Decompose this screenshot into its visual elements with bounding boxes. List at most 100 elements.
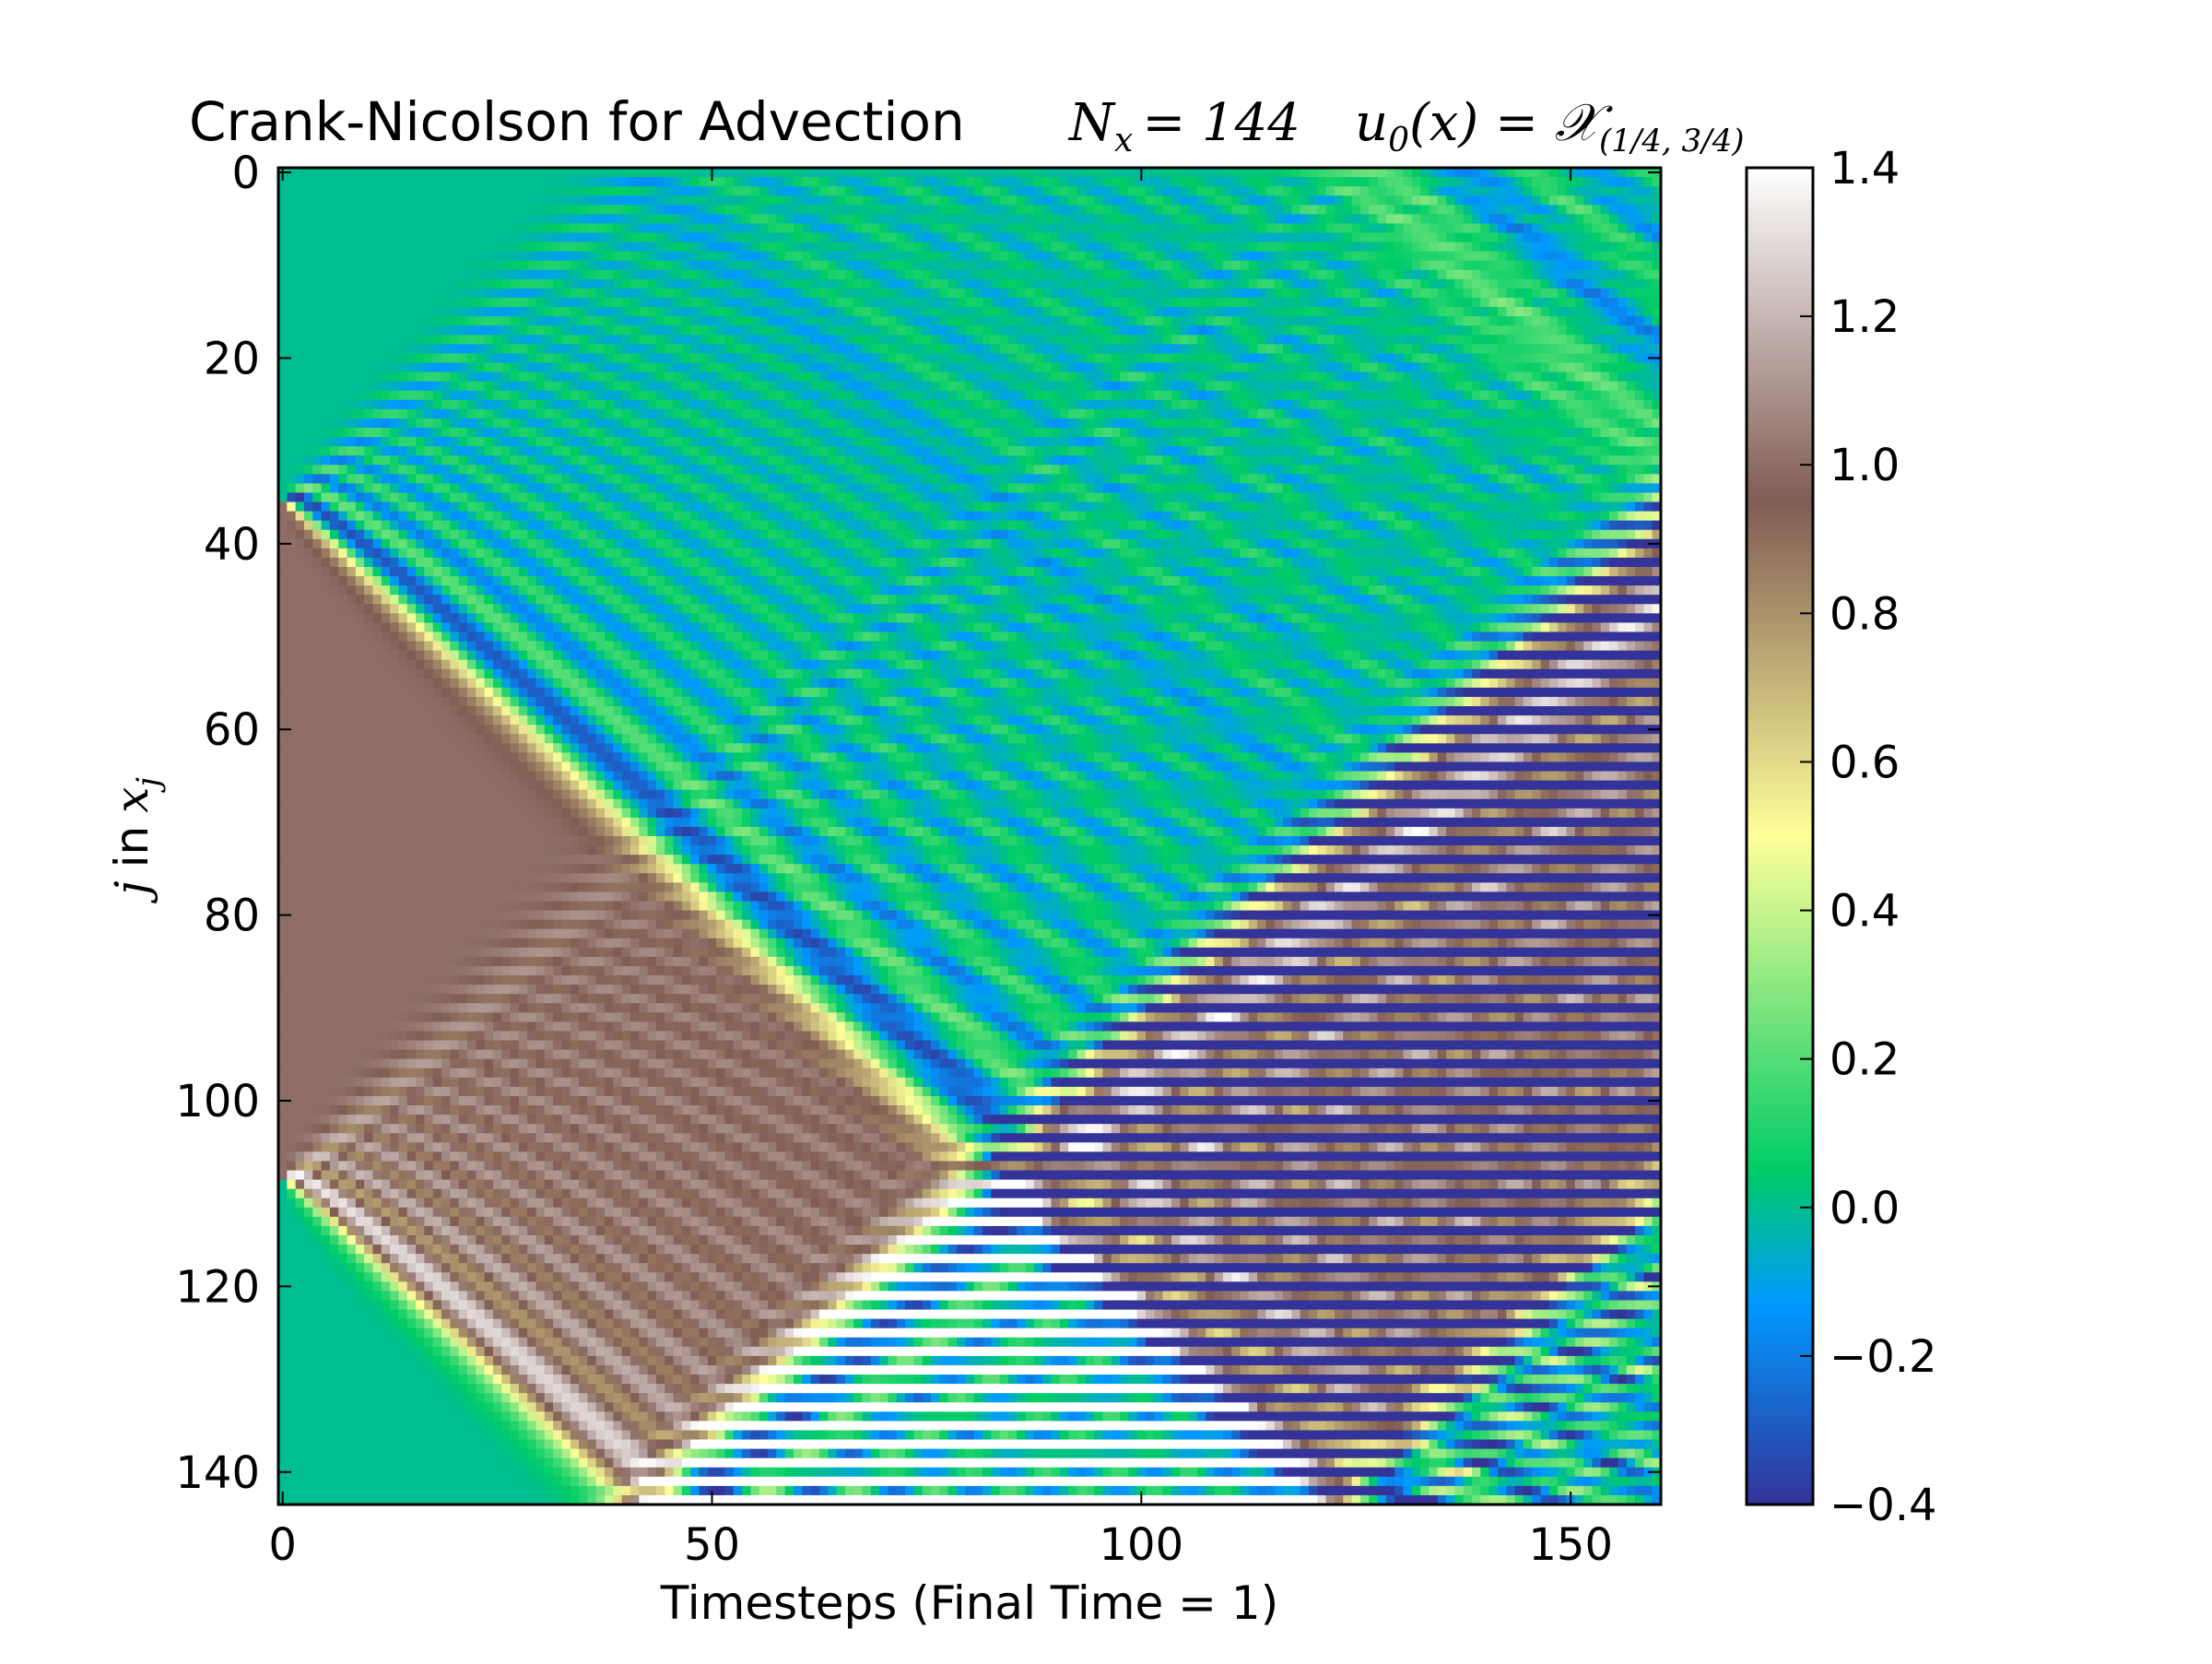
heatmap-cell — [466, 1161, 477, 1172]
heatmap-cell — [312, 1161, 323, 1172]
heatmap-cell — [432, 1355, 442, 1366]
heatmap-cell — [321, 1384, 331, 1394]
heatmap-cell — [416, 965, 425, 976]
heatmap-cell — [381, 761, 391, 773]
heatmap-cell — [476, 817, 486, 828]
heatmap-cell — [476, 232, 486, 243]
heatmap-cell — [278, 1115, 288, 1125]
heatmap-cell — [406, 715, 417, 726]
heatmap-cell — [535, 427, 546, 438]
heatmap-cell — [553, 1179, 563, 1190]
heatmap-cell — [501, 780, 512, 791]
heatmap-cell — [466, 882, 477, 893]
heatmap-cell — [492, 455, 502, 466]
heatmap-cell — [501, 1337, 512, 1348]
heatmap-cell — [321, 659, 331, 670]
heatmap-cell — [518, 344, 528, 354]
heatmap-cell — [295, 1328, 305, 1339]
heatmap-cell — [466, 1439, 477, 1450]
heatmap-cell — [553, 1263, 563, 1273]
heatmap-cell — [355, 511, 365, 522]
heatmap-cell — [527, 604, 537, 614]
heatmap-cell — [278, 492, 288, 503]
heatmap-cell — [355, 855, 365, 865]
heatmap-cell — [295, 1430, 305, 1441]
heatmap-cell — [381, 335, 391, 345]
heatmap-cell — [381, 1012, 391, 1022]
heatmap-cell — [466, 985, 477, 995]
heatmap-cell — [406, 465, 417, 475]
heatmap-cell — [527, 585, 537, 596]
heatmap-cell — [347, 808, 357, 819]
heatmap-cell — [570, 659, 580, 670]
heatmap-cell — [321, 1318, 331, 1329]
heatmap-cell — [570, 817, 580, 828]
heatmap-cell — [390, 353, 400, 364]
heatmap-cell — [321, 845, 331, 856]
heatmap-cell — [398, 205, 408, 215]
heatmap-cell — [278, 511, 288, 522]
heatmap-cell — [398, 353, 408, 364]
heatmap-cell — [406, 1234, 417, 1245]
heatmap-cell — [553, 1364, 563, 1375]
heatmap-cell — [303, 1467, 313, 1478]
heatmap-cell — [347, 985, 357, 995]
heatmap-cell — [432, 1328, 442, 1339]
heatmap-cell — [295, 836, 305, 846]
heatmap-cell — [355, 483, 365, 494]
heatmap-cell — [561, 734, 571, 744]
heatmap-cell — [484, 1245, 494, 1255]
heatmap-cell — [466, 1207, 477, 1218]
heatmap-cell — [561, 437, 571, 447]
heatmap-cell — [441, 1457, 451, 1469]
heatmap-cell — [535, 1049, 546, 1060]
heatmap-cell — [364, 771, 374, 782]
heatmap-cell — [406, 743, 417, 753]
heatmap-cell — [484, 595, 494, 605]
heatmap-cell — [329, 1494, 339, 1505]
heatmap-cell — [561, 1151, 571, 1162]
heatmap-cell — [476, 985, 486, 995]
heatmap-cell — [441, 1272, 451, 1282]
heatmap-cell — [381, 557, 391, 568]
heatmap-cell — [544, 604, 554, 614]
heatmap-cell — [476, 1216, 486, 1227]
heatmap-cell — [466, 251, 477, 262]
heatmap-cell — [381, 798, 391, 809]
heatmap-cell — [338, 1040, 348, 1051]
heatmap-cell — [492, 798, 502, 809]
heatmap-cell — [406, 1151, 417, 1162]
heatmap-cell — [398, 604, 408, 614]
heatmap-cell — [484, 437, 494, 447]
heatmap-cell — [424, 1448, 434, 1459]
heatmap-cell — [364, 1328, 374, 1339]
heatmap-cell — [372, 1421, 382, 1432]
heatmap-cell — [527, 1485, 537, 1496]
heatmap-cell — [398, 975, 408, 985]
heatmap-cell — [484, 696, 494, 707]
heatmap-cell — [295, 576, 305, 586]
heatmap-cell — [406, 269, 417, 280]
heatmap-cell — [303, 1300, 313, 1311]
heatmap-cell — [450, 1170, 460, 1181]
heatmap-cell — [416, 938, 425, 949]
heatmap-cell — [390, 668, 400, 679]
heatmap-cell — [347, 502, 357, 513]
heatmap-cell — [466, 1411, 477, 1422]
heatmap-cell — [329, 725, 339, 735]
heatmap-cell — [527, 325, 537, 336]
heatmap-cell — [535, 260, 546, 271]
heatmap-cell — [458, 205, 468, 215]
heatmap-cell — [364, 1031, 374, 1042]
heatmap-cell — [303, 1393, 313, 1403]
heatmap-cell — [544, 465, 554, 475]
heatmap-cell — [338, 307, 348, 317]
heatmap-cell — [416, 1012, 425, 1022]
heatmap-cell — [527, 242, 537, 253]
heatmap-cell — [312, 678, 323, 689]
heatmap-cell — [287, 1291, 297, 1302]
heatmap-cell — [381, 278, 391, 289]
heatmap-cell — [287, 1003, 297, 1013]
heatmap-cell — [518, 817, 528, 828]
heatmap-cell — [544, 938, 554, 949]
